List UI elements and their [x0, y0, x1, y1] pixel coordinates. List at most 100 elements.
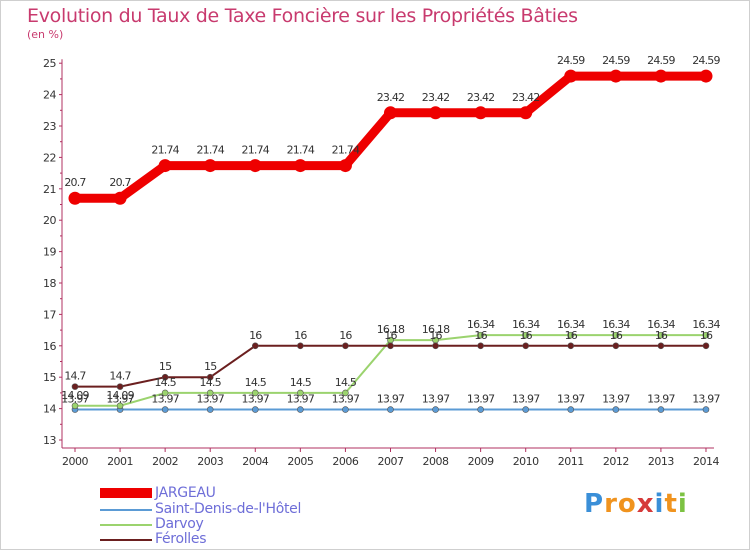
y-tick-label: 21 [43, 183, 56, 196]
data-label: 14.7 [109, 370, 131, 383]
y-tick-label: 22 [43, 151, 56, 164]
data-label: 16 [294, 329, 307, 342]
x-tick-label: 2000 [62, 455, 88, 468]
data-label: 16.34 [602, 318, 630, 331]
data-label: 16 [700, 329, 713, 342]
data-label: 13.97 [647, 393, 675, 406]
data-label: 24.59 [647, 54, 675, 67]
legend-label-saint-denis: Saint-Denis-de-l'Hôtel [155, 501, 302, 517]
y-tick-label: 19 [43, 246, 56, 259]
data-point [297, 389, 304, 397]
data-point [113, 191, 127, 205]
data-point [203, 159, 217, 173]
data-label: 13.97 [332, 393, 360, 406]
data-label: 14.5 [154, 376, 176, 389]
y-tick-label: 14 [43, 403, 56, 416]
data-point [342, 389, 349, 397]
x-tick-label: 2001 [107, 455, 133, 468]
data-label: 14.5 [245, 376, 267, 389]
logo-letter: t [664, 489, 678, 519]
data-point [657, 331, 665, 339]
data-label: 14.7 [64, 370, 86, 383]
data-point [474, 106, 488, 120]
data-label: 14.09 [106, 389, 134, 402]
data-point [657, 342, 665, 350]
x-tick-label: 2012 [603, 455, 629, 468]
data-point [702, 406, 710, 413]
y-tick-label: 13 [43, 434, 56, 447]
data-label: 21.74 [196, 144, 224, 157]
data-label: 15 [204, 360, 217, 373]
y-tick-label: 25 [43, 57, 56, 70]
legend-swatch-jargeau [100, 488, 152, 498]
data-point [71, 383, 79, 390]
data-label: 14.5 [200, 376, 222, 389]
data-label: 16.34 [557, 318, 585, 331]
legend-label-ferolles: Férolles [155, 531, 207, 547]
data-point [297, 406, 304, 413]
y-tick-label: 20 [43, 214, 56, 227]
data-label: 13.97 [512, 393, 540, 406]
data-label: 16 [519, 329, 532, 342]
data-point [612, 406, 620, 413]
data-label: 14.5 [290, 376, 312, 389]
data-point [477, 342, 484, 350]
x-tick-label: 2009 [468, 455, 494, 468]
data-point [387, 406, 394, 413]
x-tick-label: 2010 [513, 455, 539, 468]
x-tick-label: 2005 [287, 455, 313, 468]
x-tick-label: 2014 [693, 455, 719, 468]
data-label: 13.97 [557, 393, 585, 406]
data-point [519, 106, 533, 120]
data-label: 23.42 [512, 91, 540, 104]
legend-swatch-ferolles [100, 539, 152, 541]
data-label: 14.5 [335, 376, 357, 389]
data-label: 16.18 [377, 323, 405, 336]
data-point [161, 406, 169, 413]
data-label: 23.42 [467, 91, 495, 104]
data-point [206, 406, 214, 413]
data-label: 16 [384, 329, 397, 342]
legend-swatch-saint-denis [100, 509, 152, 511]
data-label: 15 [159, 360, 172, 373]
data-label: 13.97 [602, 393, 630, 406]
data-point [383, 106, 397, 120]
data-label: 13.97 [151, 393, 179, 406]
data-label: 13.97 [377, 393, 405, 406]
x-tick-label: 2004 [242, 455, 268, 468]
data-point [702, 342, 710, 350]
data-point [567, 342, 575, 350]
data-label: 13.97 [467, 393, 495, 406]
data-label: 16.18 [422, 323, 450, 336]
legend-swatch-darvoy [100, 524, 152, 526]
logo-letter: i [654, 489, 665, 519]
data-point [522, 331, 530, 339]
data-label: 24.59 [602, 54, 630, 67]
data-point [248, 159, 262, 173]
data-point [116, 402, 124, 410]
data-point [342, 406, 349, 413]
data-label: 21.74 [242, 144, 270, 157]
data-point [612, 342, 620, 350]
x-tick-label: 2003 [197, 455, 223, 468]
data-point [654, 69, 668, 83]
data-point [342, 342, 349, 350]
data-point [522, 406, 530, 413]
y-tick-label: 24 [43, 89, 56, 102]
legend-label-jargeau: JARGEAU [155, 485, 216, 501]
data-point [161, 373, 169, 381]
logo-letter: i [677, 489, 688, 519]
x-tick-label: 2013 [648, 455, 674, 468]
data-point [522, 342, 530, 350]
data-point [206, 389, 214, 397]
data-point [206, 373, 214, 381]
data-label: 21.74 [332, 144, 360, 157]
data-point [612, 331, 620, 339]
data-point [71, 402, 79, 410]
data-point [338, 159, 352, 173]
y-tick-label: 23 [43, 120, 56, 133]
x-tick-label: 2007 [377, 455, 403, 468]
data-point [567, 331, 575, 339]
